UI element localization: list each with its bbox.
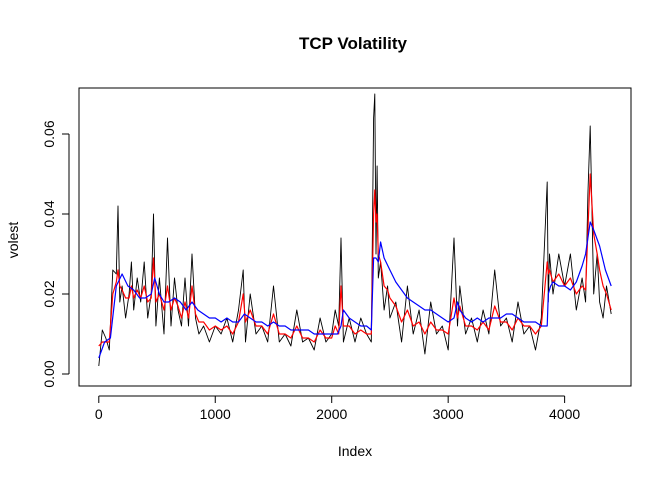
y-tick-label: 0.04 [41, 200, 57, 227]
series-line-1 [98, 173, 612, 347]
y-tick-label: 0.06 [41, 120, 57, 147]
x-tick-label: 2000 [316, 406, 347, 422]
y-axis-label: volest [5, 222, 21, 259]
y-tick-label: 0.00 [41, 360, 57, 387]
chart-title: TCP Volatility [299, 34, 408, 53]
y-axis: 0.00 0.02 0.04 0.06 [41, 120, 70, 388]
x-tick-label: 4000 [549, 406, 580, 422]
x-tick-label: 1000 [200, 406, 231, 422]
y-tick-label: 0.02 [41, 280, 57, 307]
plot-frame [78, 87, 632, 387]
x-tick-label: 0 [95, 406, 103, 422]
series-line-2 [98, 221, 612, 359]
x-tick-label: 3000 [433, 406, 464, 422]
series-layer [98, 93, 612, 367]
series-line-0 [98, 93, 612, 367]
x-axis: 0 1000 2000 3000 4000 [95, 395, 580, 422]
x-axis-label: Index [338, 443, 372, 459]
